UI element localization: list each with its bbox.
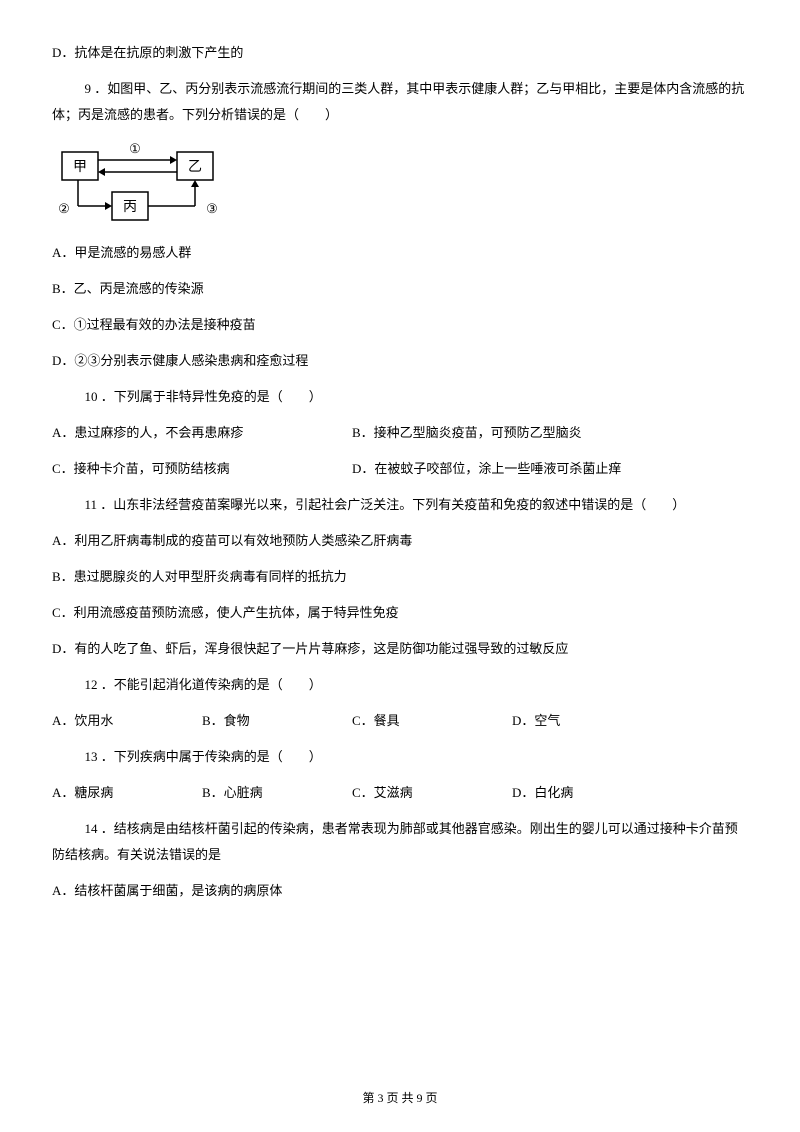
q14-stem: 14 ．结核病是由结核杆菌引起的传染病，患者常表现为肺部或其他器官感染。刚出生的… bbox=[52, 816, 748, 868]
q12-opts: A．饮用水 B．食物 C．餐具 D．空气 bbox=[52, 708, 748, 734]
q12-opt-d: D．空气 bbox=[512, 708, 672, 734]
q13-stem: 13 ．下列疾病中属于传染病的是（ ） bbox=[52, 744, 748, 770]
q13-text: 下列疾病中属于传染病的是（ ） bbox=[114, 749, 322, 764]
q11-opt-a: A．利用乙肝病毒制成的疫苗可以有效地预防人类感染乙肝病毒 bbox=[52, 528, 748, 554]
q12-text: 不能引起消化道传染病的是（ ） bbox=[114, 677, 322, 692]
q9-diagram: 甲 乙 丙 ① ② ③ bbox=[52, 138, 232, 226]
q13-opt-b: B．心脏病 bbox=[202, 780, 352, 806]
q10-num: 10 ． bbox=[85, 389, 114, 404]
diagram-yi: 乙 bbox=[188, 159, 202, 175]
q9-stem: 9 ．如图甲、乙、丙分别表示流感流行期间的三类人群，其中甲表示健康人群；乙与甲相… bbox=[52, 76, 748, 128]
diagram-bing: 丙 bbox=[123, 200, 137, 215]
q11-opt-c: C．利用流感疫苗预防流感，使人产生抗体，属于特异性免疫 bbox=[52, 600, 748, 626]
q12-opt-c: C．餐具 bbox=[352, 708, 512, 734]
q10-opt-b: B．接种乙型脑炎疫苗，可预防乙型脑炎 bbox=[352, 420, 582, 446]
q11-opt-d: D．有的人吃了鱼、虾后，浑身很快起了一片片荨麻疹，这是防御功能过强导致的过敏反应 bbox=[52, 636, 748, 662]
q12-opt-b: B．食物 bbox=[202, 708, 352, 734]
q11-stem: 11 ．山东非法经营疫苗案曝光以来，引起社会广泛关注。下列有关疫苗和免疫的叙述中… bbox=[52, 492, 748, 518]
q13-opt-a: A．糖尿病 bbox=[52, 780, 202, 806]
q10-row1: A．患过麻疹的人，不会再患麻疹 B．接种乙型脑炎疫苗，可预防乙型脑炎 bbox=[52, 420, 748, 446]
q9-num: 9 ． bbox=[85, 81, 108, 96]
q10-text: 下列属于非特异性免疫的是（ ） bbox=[114, 389, 322, 404]
q13-opt-d: D．白化病 bbox=[512, 780, 672, 806]
q11-num: 11 ． bbox=[85, 497, 114, 512]
diagram-label1: ① bbox=[129, 141, 141, 156]
q12-stem: 12 ．不能引起消化道传染病的是（ ） bbox=[52, 672, 748, 698]
q13-opt-c: C．艾滋病 bbox=[352, 780, 512, 806]
diagram-label3: ③ bbox=[206, 201, 218, 216]
q13-num: 13 ． bbox=[85, 749, 114, 764]
q11-text: 山东非法经营疫苗案曝光以来，引起社会广泛关注。下列有关疫苗和免疫的叙述中错误的是… bbox=[113, 497, 685, 512]
q14-text: 结核病是由结核杆菌引起的传染病，患者常表现为肺部或其他器官感染。刚出生的婴儿可以… bbox=[52, 821, 738, 862]
q9-opt-c: C．①过程最有效的办法是接种疫苗 bbox=[52, 312, 748, 338]
q14-opt-a: A．结核杆菌属于细菌，是该病的病原体 bbox=[52, 878, 748, 904]
q12-opt-a: A．饮用水 bbox=[52, 708, 202, 734]
page-footer: 第 3 页 共 9 页 bbox=[0, 1086, 800, 1110]
q14-num: 14 ． bbox=[85, 821, 114, 836]
q10-stem: 10 ．下列属于非特异性免疫的是（ ） bbox=[52, 384, 748, 410]
q9-opt-b: B．乙、丙是流感的传染源 bbox=[52, 276, 748, 302]
q10-row2: C．接种卡介苗，可预防结核病 D．在被蚊子咬部位，涂上一些唾液可杀菌止痒 bbox=[52, 456, 748, 482]
q10-opt-c: C．接种卡介苗，可预防结核病 bbox=[52, 456, 352, 482]
q12-num: 12 ． bbox=[85, 677, 114, 692]
q9-opt-a: A．甲是流感的易感人群 bbox=[52, 240, 748, 266]
q10-opt-a: A．患过麻疹的人，不会再患麻疹 bbox=[52, 420, 352, 446]
q9-text: 如图甲、乙、丙分别表示流感流行期间的三类人群，其中甲表示健康人群；乙与甲相比，主… bbox=[52, 81, 744, 122]
q9-opt-d: D．②③分别表示健康人感染患病和痊愈过程 bbox=[52, 348, 748, 374]
diagram-jia: 甲 bbox=[73, 160, 87, 175]
q13-opts: A．糖尿病 B．心脏病 C．艾滋病 D．白化病 bbox=[52, 780, 748, 806]
q10-opt-d: D．在被蚊子咬部位，涂上一些唾液可杀菌止痒 bbox=[352, 456, 621, 482]
q8-opt-d: D．抗体是在抗原的刺激下产生的 bbox=[52, 40, 748, 66]
diagram-label2: ② bbox=[58, 201, 70, 216]
q11-opt-b: B．患过腮腺炎的人对甲型肝炎病毒有同样的抵抗力 bbox=[52, 564, 748, 590]
